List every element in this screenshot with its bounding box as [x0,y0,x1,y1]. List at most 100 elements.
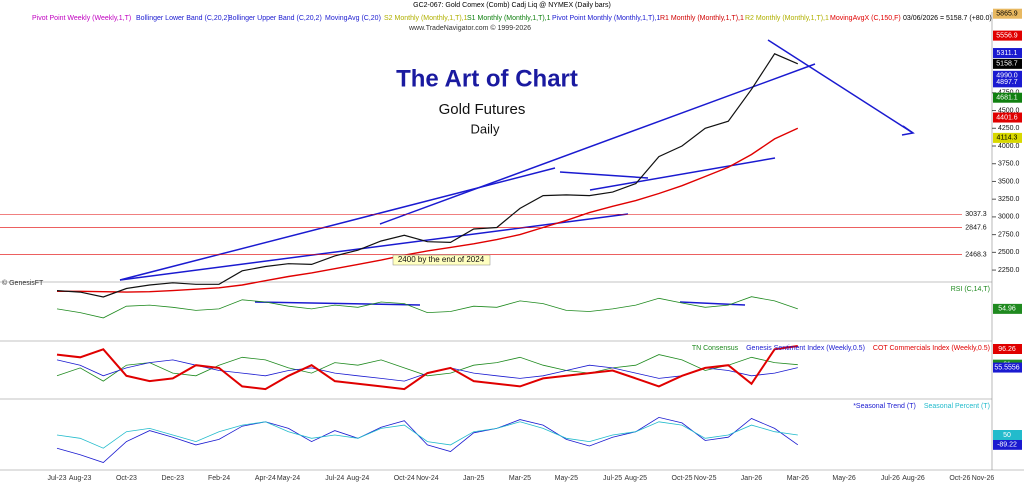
x-tick-label: Nov-26 [972,475,995,482]
line [57,127,799,293]
y-tick-label: 4500.0 [998,107,1020,114]
x-tick-label: Nov-24 [416,475,439,482]
y-tick-label: 4250.0 [998,125,1020,132]
level-tag [962,222,990,232]
x-tick-label: Feb-24 [208,475,230,482]
y-tick-label: 3500.0 [998,178,1020,185]
site: www.TradeNavigator.com © 1999-2026 [408,24,531,32]
y-tick-label: 3750.0 [998,161,1020,168]
x-tick-label: Jan-25 [463,475,485,482]
value-tag [993,30,1022,41]
legend-label: TN Consensus [692,345,739,352]
y-tick-label: 4000.0 [998,143,1020,150]
x-tick-label: Nov-25 [694,475,717,482]
x-tick-label: May-26 [832,475,855,482]
value-tag-label: -89.22 [997,442,1017,449]
value-tag [993,362,1022,373]
indicator-label: R1 Monthly (Monthly,1,T),1 [660,15,744,22]
indicator-label: R2 Monthly (Monthly,1,T),1 [745,15,829,22]
y-tick-label: 2500.0 [998,249,1020,256]
x-tick-label: Oct-26 [949,475,970,482]
x-tick-label: Mar-25 [509,475,531,482]
indicator-label: MovingAvgX (C,150,F) [830,15,901,22]
x-tick-label: Jul-26 [881,475,900,482]
value-tag-label: 4114.3 [997,135,1018,142]
legend-label: COT Commercials Index (Weekly,0.5) [873,345,990,352]
x-tick-label: Jul-23 [47,475,66,482]
legend-label: Seasonal Percent (T) [924,403,990,410]
period: Daily [471,121,500,136]
indicator-label: S2 Monthly (Monthly,1,T),1 [384,15,468,22]
y-tick-label: 3000.0 [998,214,1020,221]
y-tick-label: 3250.0 [998,196,1020,203]
x-tick-label: May-25 [555,475,578,482]
x-tick-label: Jul-24 [325,475,344,482]
value-tag-label: 96.26 [998,346,1016,353]
x-tick-label: Dec-23 [161,475,184,482]
indicator-label: Pivot Point Monthly (Monthly,1,T),1 [552,15,661,22]
line [56,416,799,463]
value-tag-label: 5556.9 [996,32,1018,39]
legend-label: Genesis Sentiment Index (Weekly,0.5) [746,345,865,352]
value-tag [993,430,1022,440]
x-tick-label: Oct-23 [116,475,137,482]
level-tag [962,249,990,259]
value-tag-label: 4990.0 [996,73,1018,80]
x-tick-label: Mar-26 [787,475,809,482]
level-tag [962,209,990,219]
value-tag [993,70,1022,81]
y-tick-label: 2750.0 [998,231,1020,238]
value-tag-label: 4897.7 [996,79,1018,86]
last-price: 03/06/2026 = 5158.7 (+80.0) [903,15,992,22]
value-tag [993,344,1022,354]
line [56,345,798,391]
line [56,53,799,298]
value-tag [993,77,1022,88]
level-label: 2468.3 [965,251,987,258]
value-tag-label: 5865.9 [996,11,1018,18]
y-tick-label: 2250.0 [998,267,1020,274]
level-label: 2847.6 [965,225,987,232]
value-tag [993,8,1022,19]
value-tag [993,48,1022,59]
value-tag-label: 54.96 [998,306,1016,313]
value-tag [993,132,1022,143]
value-tag [993,303,1022,314]
value-tag-label: 4401.6 [996,114,1018,121]
value-tag [993,112,1022,123]
value-tag [993,58,1022,69]
trend-lines [119,39,915,306]
indicator-label: Bollinger Lower Band (C,20,2) [136,15,230,22]
line [56,296,798,319]
value-tag-label: 4681.1 [996,95,1018,102]
legend-label: RSI (C,14,T) [951,286,990,293]
credit: © GenesisFT [2,279,44,287]
x-tick-label: Aug-26 [902,475,925,482]
line [56,421,798,449]
x-tick-label: Apr-24 [255,475,276,482]
subtitle: Gold Futures [439,101,526,118]
value-tag [993,92,1022,103]
x-tick-label: May-24 [277,475,300,482]
level-label: 3037.3 [965,211,987,218]
x-tick-label: Jan-26 [741,475,763,482]
x-tick-label: Aug-25 [624,475,647,482]
title: The Art of Chart [396,65,578,92]
indicator-label: S1 Monthly (Monthly,1,T),1 [467,15,551,22]
x-tick-label: Aug-23 [69,475,92,482]
x-tick-label: Oct-24 [394,475,415,482]
indicator-label: MovingAvg (C,20) [325,15,381,22]
plot: Pivot Point Weekly (Weekly,1,T) Bollinger… [0,8,1022,482]
value-tag-label: 55.5556 [994,364,1019,371]
annotation-box [392,254,491,266]
x-tick-label: Aug-24 [347,475,370,482]
indicator-label: Pivot Point Weekly (Weekly,1,T) [32,15,131,22]
value-tag-label: 5311.1 [997,50,1018,57]
value-tag [993,439,1022,450]
x-tick-label: Oct-25 [672,475,693,482]
indicator-label: Bollinger Upper Band (C,20,2) [228,15,322,22]
legend-label: *Seasonal Trend (T) [853,403,916,410]
value-tag-label: 50 [1003,432,1011,439]
